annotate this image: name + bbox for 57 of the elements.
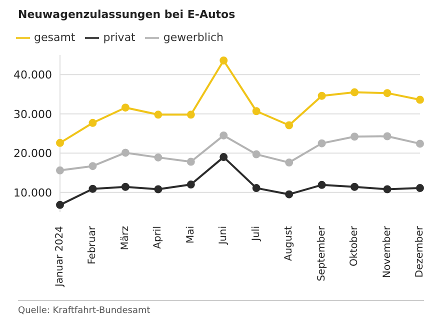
point <box>285 158 294 167</box>
legend-label: privat <box>103 31 136 44</box>
x-tick-label: November <box>382 225 393 278</box>
point <box>121 104 130 112</box>
point <box>121 148 130 157</box>
point <box>252 184 260 192</box>
point <box>56 138 64 147</box>
point <box>220 153 228 162</box>
y-tick-label: 20.000 <box>14 147 52 160</box>
point <box>88 184 97 193</box>
point <box>285 190 294 198</box>
x-tick-label: Februar <box>87 225 98 264</box>
x-tick-label: Oktober <box>349 225 360 266</box>
point <box>252 107 260 116</box>
x-tick-label: August <box>284 226 295 261</box>
chart-title: Neuwagenzulassungen bei E-Autos <box>18 8 236 21</box>
point <box>220 131 228 140</box>
y-tick-label: 40.000 <box>14 68 52 82</box>
point <box>186 158 195 166</box>
point <box>56 166 64 174</box>
point <box>416 140 424 148</box>
point <box>154 153 162 162</box>
legend-label: gewerblich <box>163 31 224 44</box>
point <box>416 96 424 104</box>
point <box>350 88 359 96</box>
point <box>350 132 359 141</box>
point <box>350 182 359 191</box>
point <box>416 184 424 192</box>
point <box>88 118 97 127</box>
x-tick-label: September <box>316 225 328 282</box>
point <box>383 132 392 140</box>
x-tick-label: Mai <box>185 226 196 244</box>
x-tick-label: März <box>120 226 131 250</box>
point <box>154 110 162 119</box>
point <box>318 139 326 148</box>
y-tick-label: 10.000 <box>14 186 52 200</box>
x-tick-label: Juni <box>218 226 230 246</box>
legend-label: gesamt <box>34 31 76 44</box>
point <box>220 56 228 64</box>
source-note: Quelle: Kraftfahrt-Bundesamt <box>18 306 150 316</box>
x-tick-label: Januar 2024 <box>54 226 66 288</box>
point <box>88 162 97 170</box>
point <box>186 180 195 189</box>
point <box>383 89 392 98</box>
point <box>383 185 392 194</box>
y-tick-label: 30.000 <box>14 108 52 121</box>
point <box>318 92 326 100</box>
x-tick-label: Juli <box>250 226 262 242</box>
point <box>285 121 294 130</box>
point <box>318 180 326 189</box>
point <box>154 185 162 194</box>
point <box>186 110 195 119</box>
point <box>252 150 260 158</box>
point <box>121 182 130 191</box>
x-tick-label: Dezember <box>414 225 426 278</box>
point <box>56 200 64 209</box>
x-tick-label: April <box>152 226 164 249</box>
